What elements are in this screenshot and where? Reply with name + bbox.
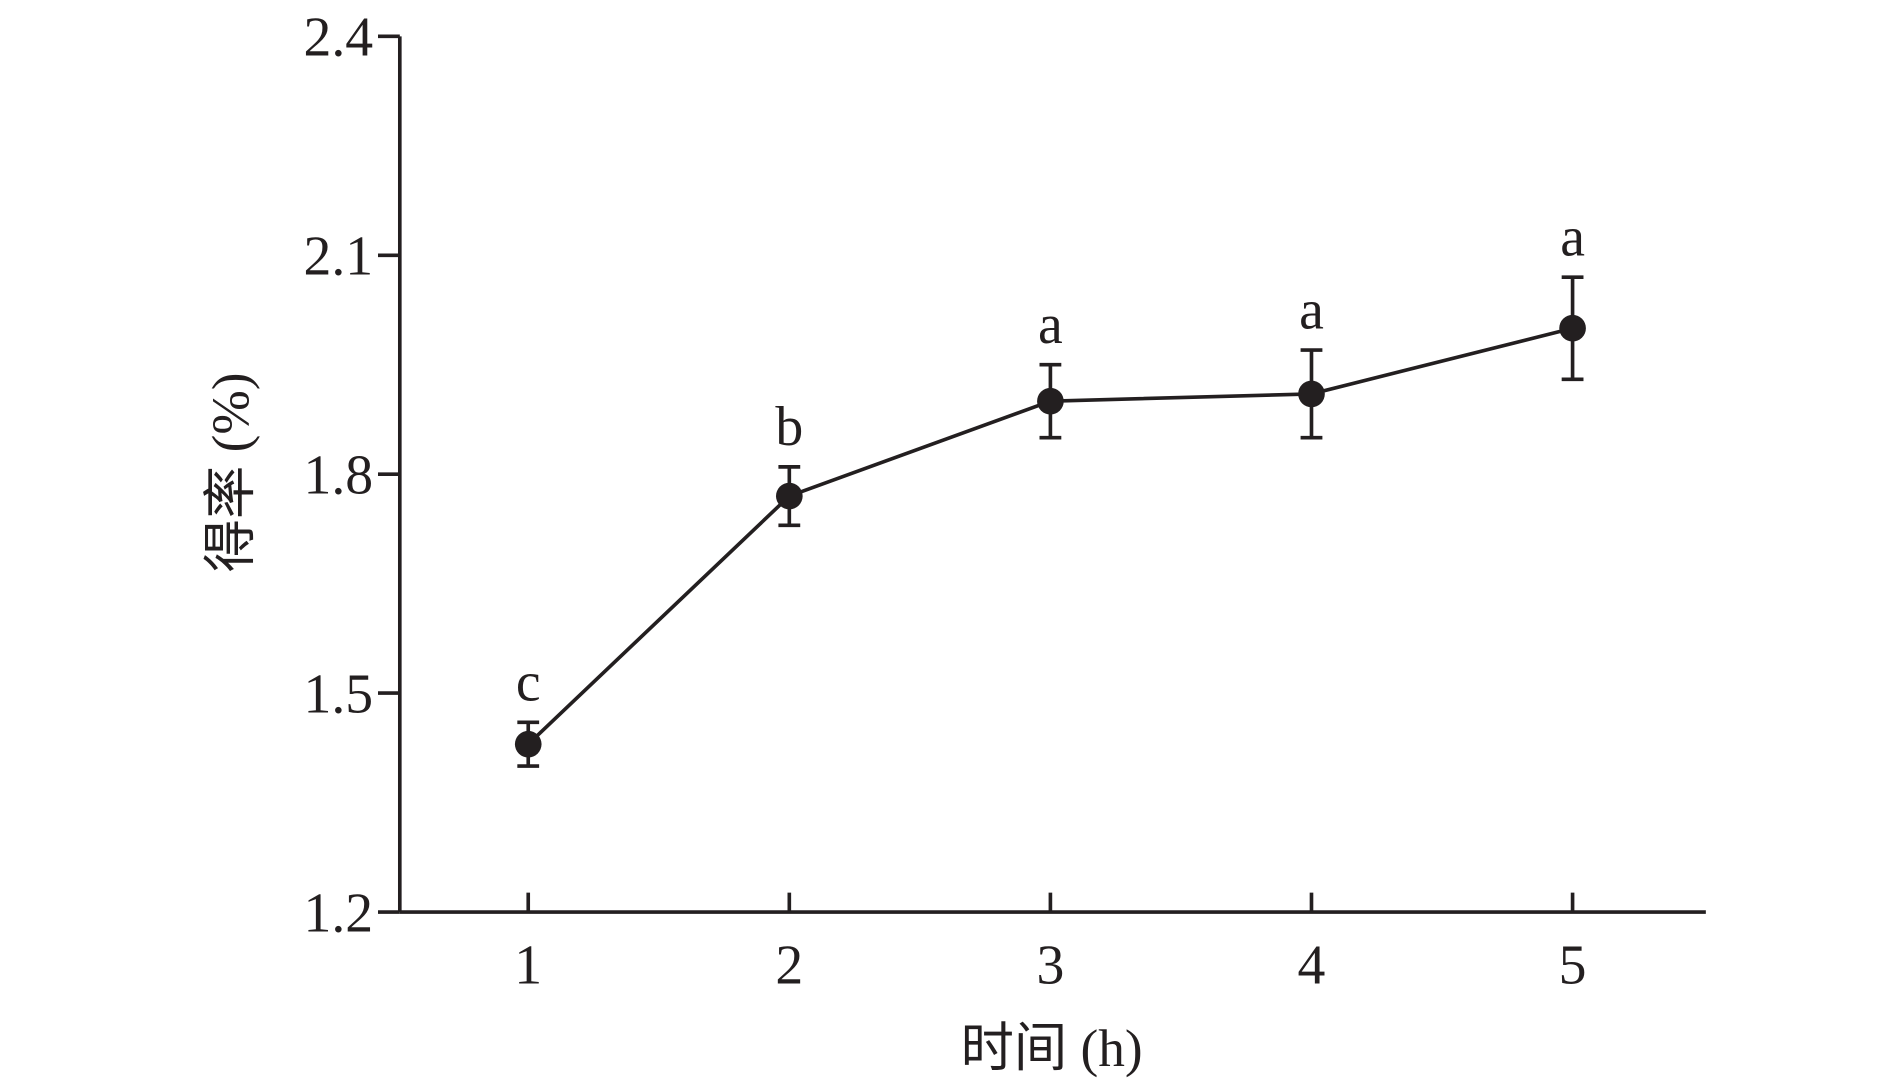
significance-label: a (1299, 279, 1324, 341)
data-point (1037, 387, 1064, 415)
data-point (1559, 314, 1586, 342)
x-tick-label: 5 (1559, 934, 1587, 996)
data-point (514, 730, 542, 758)
y-tick-label: 2.1 (303, 226, 373, 288)
significance-label: a (1560, 206, 1585, 268)
data-point (775, 482, 803, 510)
y-tick-label: 1.2 (303, 882, 373, 944)
x-tick-label: 4 (1298, 934, 1326, 996)
y-tick-label: 1.8 (303, 445, 373, 507)
significance-label: a (1038, 294, 1063, 356)
x-tick-label: 1 (514, 934, 542, 996)
x-tick-label: 2 (775, 934, 803, 996)
data-marks: c b a a a (514, 206, 1586, 768)
axes: 1.2 1.5 1.8 2.1 2.4 1 2 3 4 5 (303, 7, 1706, 996)
y-tick-label: 1.5 (303, 663, 373, 725)
y-tick-label: 2.4 (303, 7, 373, 69)
y-axis-label: 得率 (%) (201, 372, 260, 572)
x-tick-label: 3 (1036, 934, 1064, 996)
significance-label: c (516, 651, 541, 713)
data-point (1298, 380, 1325, 408)
significance-label: b (775, 396, 803, 458)
x-axis-label: 时间 (h) (961, 1019, 1143, 1078)
